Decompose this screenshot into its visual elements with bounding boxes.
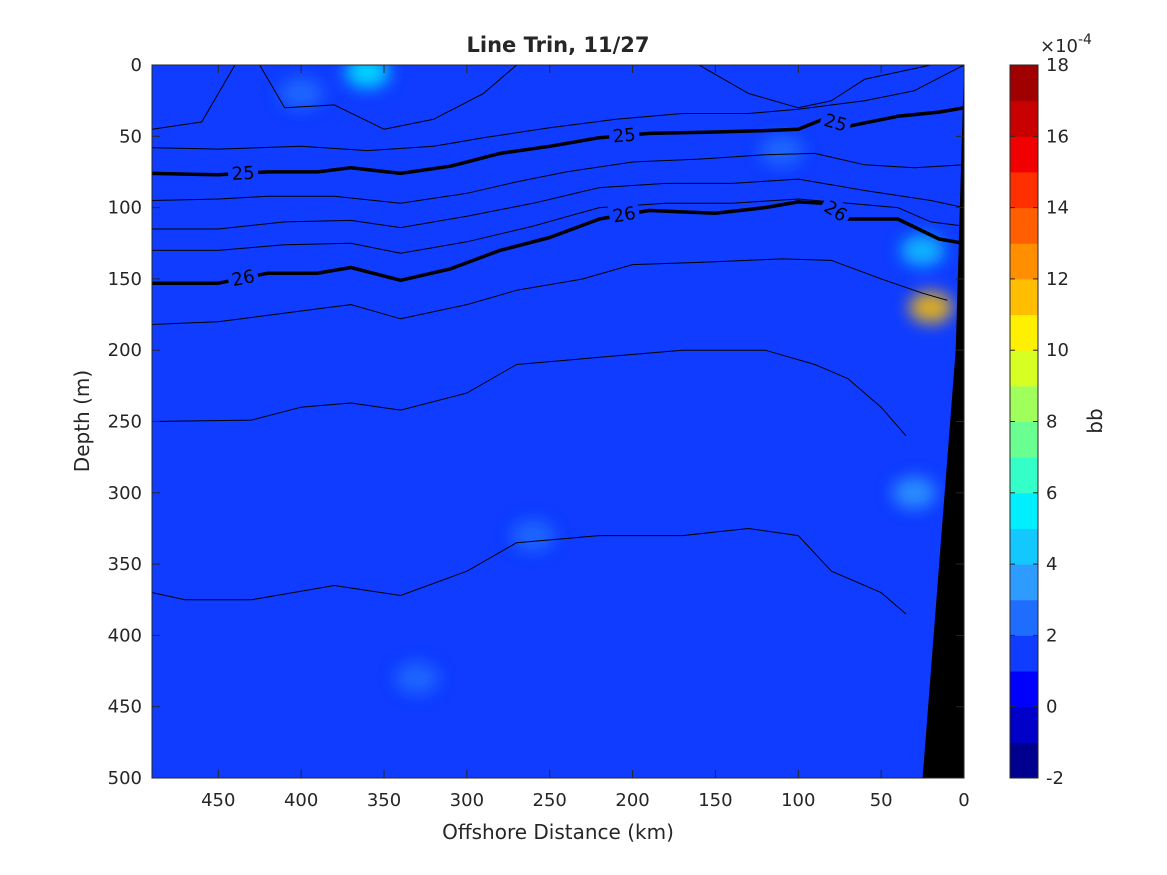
y-tick-label: 150: [108, 269, 142, 290]
isopycnal-line: [152, 65, 964, 152]
x-tick-label: 450: [201, 790, 235, 811]
isopycnal-line: [152, 152, 964, 204]
colorbar-segment: [1010, 243, 1038, 280]
contour-label: 25: [612, 125, 637, 148]
isopycnal-line: [698, 65, 932, 109]
colorbar-segment: [1010, 742, 1038, 779]
x-tick-label: 150: [698, 790, 732, 811]
colorbar: [1010, 65, 1038, 779]
x-tick-label: 0: [958, 790, 969, 811]
x-axis-label: Offshore Distance (km): [442, 820, 674, 844]
x-tick-label: 300: [450, 790, 484, 811]
contour-label: 26: [611, 203, 637, 228]
colorbar-tick-label: 16: [1046, 126, 1069, 147]
colorbar-segment: [1010, 528, 1038, 565]
isopycnal-line: [152, 65, 236, 130]
colorbar-segment: [1010, 671, 1038, 708]
colorbar-segment: [1010, 65, 1038, 102]
colorbar-segment: [1010, 385, 1038, 422]
colorbar-tick-label: 14: [1046, 198, 1069, 219]
colorbar-segment: [1010, 278, 1038, 316]
value-patch: [759, 134, 804, 167]
y-tick-label: 50: [119, 126, 142, 147]
colorbar-tick-label: 8: [1046, 412, 1057, 433]
colorbar-tick-label: 18: [1046, 55, 1069, 76]
bathymetry-shape: [922, 65, 964, 778]
colorbar-exponent-base: ×10: [1040, 36, 1078, 57]
colorbar-segment: [1010, 100, 1038, 137]
chart-title: Line Trin, 11/27: [466, 33, 649, 57]
x-tick-label: 250: [533, 790, 567, 811]
isopycnal-line: [152, 198, 964, 254]
y-tick-label: 450: [108, 697, 142, 718]
isopycnal-line: [152, 349, 907, 437]
y-tick-label: 400: [108, 625, 142, 646]
value-patch: [395, 662, 440, 695]
contour-label: 26: [230, 266, 257, 291]
colorbar-segment: [1010, 421, 1038, 458]
colorbar-tick-label: 4: [1046, 554, 1057, 575]
isopycnal-line: [152, 178, 964, 230]
x-tick-label: 350: [367, 790, 401, 811]
colorbar-segment: [1010, 171, 1038, 209]
isopycnal-line: [152, 258, 948, 325]
y-tick-label: 350: [108, 554, 142, 575]
colorbar-exponent: ×10-4: [1040, 32, 1092, 57]
value-patches: [279, 65, 953, 695]
x-tick-label: 100: [781, 790, 815, 811]
x-tick-label: 200: [615, 790, 649, 811]
value-patch: [511, 519, 556, 552]
colorbar-segment: [1010, 350, 1038, 387]
contour-label-bg: [818, 108, 854, 138]
colorbar-segment: [1010, 564, 1038, 601]
contour-label-bg: [817, 193, 855, 229]
x-tick-label: 50: [870, 790, 893, 811]
value-patch: [892, 476, 937, 509]
colorbar-segment: [1010, 635, 1038, 672]
colorbar-tick-label: 10: [1046, 340, 1069, 361]
colorbar-ticks: 18 16 14 12 10 8 6 4 2 0 -2: [1010, 55, 1069, 789]
y-tick-label: 500: [108, 768, 142, 789]
contour-label-bg: [607, 201, 641, 229]
x-tick-label: 400: [284, 790, 318, 811]
colorbar-segment: [1010, 207, 1038, 244]
colorbar-segment: [1010, 706, 1038, 743]
contour-label: 25: [231, 163, 255, 185]
y-tick-label: 250: [108, 412, 142, 433]
contour-label-bg: [226, 264, 261, 292]
contour-label-bg: [227, 161, 259, 186]
colorbar-segment: [1010, 136, 1038, 173]
isopycnal-line: [152, 528, 907, 615]
y-tick-label: 200: [108, 340, 142, 361]
colorbar-segment: [1010, 492, 1038, 529]
colorbar-tick-label: 6: [1046, 483, 1057, 504]
y-axis-ticks: 0 50 100 150 200 250 300 350 400 450 500: [108, 55, 964, 789]
colorbar-segment: [1010, 457, 1038, 494]
colorbar-tick-label: 0: [1046, 697, 1057, 718]
value-patch: [900, 234, 945, 267]
y-tick-label: 0: [131, 55, 142, 76]
isopycnal-line: [259, 65, 517, 130]
colorbar-tick-label: 12: [1046, 269, 1069, 290]
colorbar-segment: [1010, 599, 1038, 636]
colorbar-segment: [1010, 314, 1038, 351]
x-axis-ticks: 450 400 350 300 250 200 150 100 50 0: [201, 65, 970, 811]
colorbar-tick-label: -2: [1046, 768, 1064, 789]
y-tick-label: 100: [108, 198, 142, 219]
contour-label-bg: [608, 123, 641, 148]
value-patch: [345, 65, 390, 89]
value-patch: [279, 77, 324, 110]
y-tick-label: 300: [108, 483, 142, 504]
colorbar-exponent-power: -4: [1078, 32, 1092, 48]
colorbar-label: bb: [1083, 408, 1107, 433]
value-patch: [908, 291, 953, 324]
y-axis-label: Depth (m): [70, 370, 94, 472]
plot-area: [152, 65, 964, 778]
colorbar-tick-label: 2: [1046, 625, 1057, 646]
